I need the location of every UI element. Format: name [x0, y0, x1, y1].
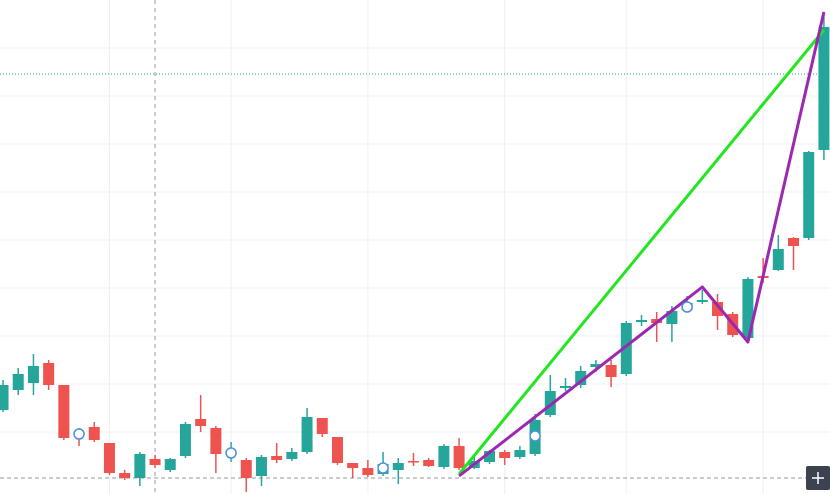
candle-body	[286, 452, 298, 459]
candle-body	[301, 417, 313, 452]
candle-body	[742, 279, 754, 338]
candle-body	[407, 461, 419, 463]
candle-body	[195, 419, 207, 426]
candle-body	[149, 459, 161, 465]
candle-body	[423, 460, 435, 466]
candle-body	[271, 456, 283, 460]
marker	[377, 462, 389, 474]
candle-body	[544, 391, 556, 415]
candle-body	[788, 238, 800, 246]
candle-body	[12, 374, 24, 390]
candle-body	[696, 300, 708, 302]
candle-body	[666, 311, 678, 324]
candle-body	[818, 27, 830, 150]
trend-line	[457, 29, 826, 475]
candle-body	[179, 424, 191, 456]
candle-body	[255, 457, 267, 476]
candle-body	[514, 450, 526, 457]
candle-body	[0, 385, 9, 410]
add-button[interactable]	[806, 466, 830, 490]
candle-body	[362, 468, 374, 475]
candle-body	[331, 437, 343, 463]
candle-body	[119, 473, 131, 478]
candle-body	[590, 364, 602, 367]
candle-body	[438, 446, 450, 467]
candle-body	[803, 152, 815, 238]
candle-body	[483, 451, 495, 462]
candle-body	[164, 459, 176, 470]
marker	[225, 447, 237, 459]
trend-line	[458, 11, 826, 478]
candle-body	[605, 365, 617, 377]
marker	[529, 430, 541, 442]
candle-body	[636, 320, 648, 322]
candle-body	[453, 446, 465, 468]
candle-body	[240, 460, 252, 478]
candle-body	[316, 418, 328, 434]
candle-body	[575, 371, 587, 385]
candle-body	[134, 454, 146, 478]
candle-body	[88, 427, 100, 440]
candle-body	[712, 302, 724, 316]
candle-body	[559, 386, 571, 388]
plus-icon	[812, 472, 824, 484]
candle-body	[27, 366, 39, 383]
marker	[73, 428, 85, 440]
candle-body	[392, 463, 404, 470]
candle-body	[58, 385, 70, 438]
candle-body	[620, 323, 632, 374]
candle-body	[103, 443, 115, 473]
candle-body	[347, 463, 359, 468]
candle-body	[499, 452, 511, 458]
candle-body	[210, 428, 222, 454]
candle-body	[43, 363, 55, 385]
marker	[681, 301, 693, 313]
candle-body	[772, 249, 784, 270]
